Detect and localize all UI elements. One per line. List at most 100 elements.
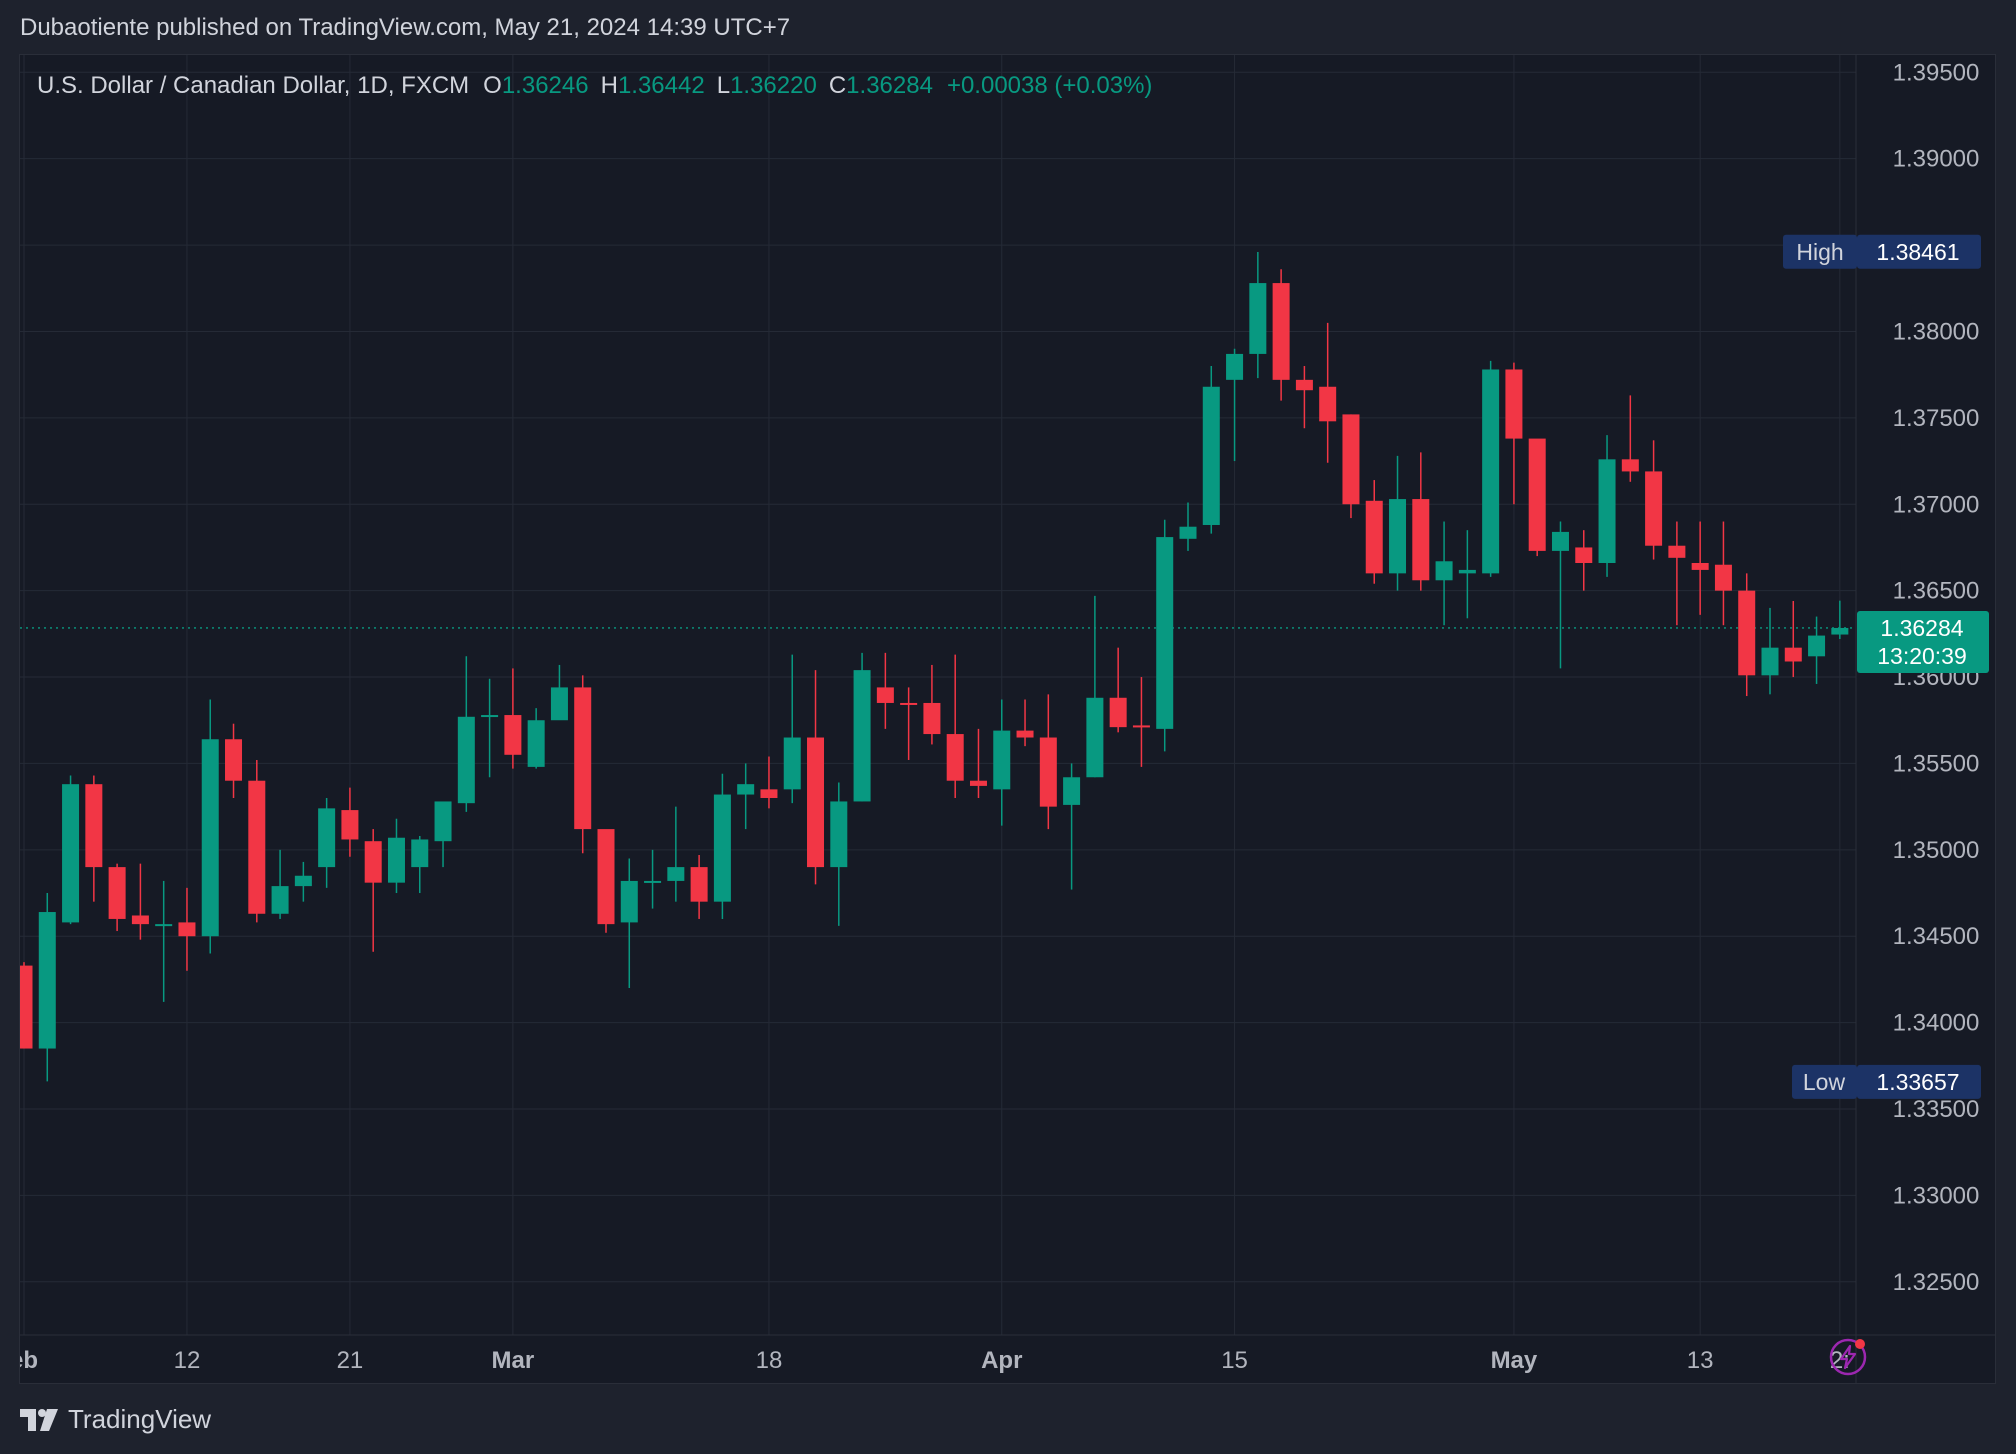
candle-body: [1808, 635, 1826, 657]
candle: [1319, 322, 1337, 463]
high-value: 1.36442: [617, 72, 705, 99]
candle: [1435, 521, 1453, 626]
high-label-bg: [1783, 234, 1857, 269]
candle-body: [364, 841, 382, 883]
candle: [341, 787, 359, 857]
candle-body: [294, 875, 312, 887]
candle-body: [1435, 561, 1453, 581]
candle-body: [1458, 569, 1476, 574]
candle: [108, 863, 126, 932]
candle: [783, 654, 801, 804]
candle: [20, 962, 33, 1049]
candle: [1598, 435, 1616, 577]
candle-body: [1016, 730, 1034, 738]
price-tick-label: 1.35000: [1893, 837, 1980, 864]
candle-body: [411, 839, 429, 868]
candle: [1575, 530, 1593, 591]
candle-body: [1528, 438, 1546, 551]
candle-body: [341, 810, 359, 840]
candle-body: [969, 780, 987, 786]
publish-info: Dubaotiente published on TradingView.com…: [20, 14, 791, 41]
last-price-badge-bg: [1857, 610, 1989, 673]
candle: [271, 849, 289, 919]
candle-body: [434, 801, 452, 842]
candle-body: [876, 687, 894, 703]
candle: [1342, 414, 1360, 519]
candle: [131, 863, 149, 940]
candle-body: [550, 687, 568, 721]
candle-body: [1342, 414, 1360, 505]
candle: [900, 687, 918, 760]
candle-body: [1272, 283, 1290, 380]
close-value: 1.36284: [846, 72, 933, 99]
candle-body: [318, 808, 336, 868]
low-value-bg: [1857, 1064, 1981, 1099]
candle: [201, 699, 219, 954]
candle: [387, 818, 405, 894]
candle-body: [1575, 547, 1593, 563]
bar-countdown: 13:20:39: [1877, 643, 1967, 669]
time-axis: eb1221Mar18Apr15May132:: [20, 1347, 1850, 1374]
candle: [85, 775, 103, 902]
candle-body: [1784, 647, 1802, 662]
date-tick-label: Apr: [981, 1347, 1022, 1374]
candle: [853, 652, 871, 802]
price-tick-label: 1.32500: [1893, 1269, 1980, 1296]
candle-body: [131, 915, 149, 925]
tradingview-logo[interactable]: TradingView: [20, 1404, 211, 1435]
price-tick-label: 1.35500: [1893, 750, 1980, 777]
price-tick-label: 1.34000: [1893, 1010, 1980, 1037]
candle: [1156, 519, 1174, 752]
tradingview-logo-icon: [20, 1408, 58, 1431]
candle: [1645, 440, 1663, 560]
candle: [225, 723, 243, 798]
candle: [1505, 362, 1523, 505]
candle: [690, 855, 708, 919]
price-tick-label: 1.39000: [1893, 146, 1980, 173]
candle: [597, 829, 615, 933]
candle-body: [900, 702, 918, 705]
candle: [923, 664, 941, 745]
candle: [713, 773, 731, 919]
candle-body: [783, 737, 801, 790]
candle-body: [1505, 369, 1523, 439]
candle: [1202, 366, 1220, 534]
candlestick-chart[interactable]: 1.395001.390001.385001.380001.375001.370…: [20, 55, 1996, 1384]
date-tick-label: 13: [1687, 1347, 1714, 1374]
candle-body: [574, 687, 592, 830]
candle: [1365, 480, 1383, 584]
candle-body: [504, 715, 522, 755]
candle: [1714, 521, 1732, 626]
high-label: High: [1796, 239, 1843, 265]
candle: [1784, 601, 1802, 678]
candle: [1295, 366, 1313, 429]
candle: [1109, 647, 1127, 733]
lightning-icon[interactable]: [1829, 1338, 1867, 1376]
low-value: 1.33657: [1876, 1069, 1959, 1095]
candle: [155, 880, 173, 1002]
candle: [1272, 269, 1290, 401]
candle-body: [1412, 499, 1430, 581]
candle: [1389, 455, 1407, 591]
candle-body: [713, 794, 731, 902]
candle: [62, 775, 80, 925]
candle: [1761, 607, 1779, 695]
chart-panel[interactable]: 1.395001.390001.385001.380001.375001.370…: [19, 54, 1996, 1384]
candle-body: [225, 739, 243, 781]
grid-lines: [20, 55, 1995, 1383]
candle-body: [201, 739, 219, 937]
candle: [1831, 600, 1849, 640]
candle-body: [1132, 725, 1150, 728]
candle-body: [1202, 386, 1220, 525]
candle-body: [108, 867, 126, 919]
candle-body: [1668, 545, 1686, 558]
low-label: Low: [1803, 1069, 1846, 1095]
candle: [1086, 595, 1104, 778]
candle: [1528, 438, 1546, 557]
candle: [1132, 677, 1150, 767]
price-tick-label: 1.37000: [1893, 491, 1980, 518]
candle: [178, 887, 196, 971]
date-tick-label: 21: [337, 1347, 364, 1374]
candle: [1063, 763, 1081, 890]
